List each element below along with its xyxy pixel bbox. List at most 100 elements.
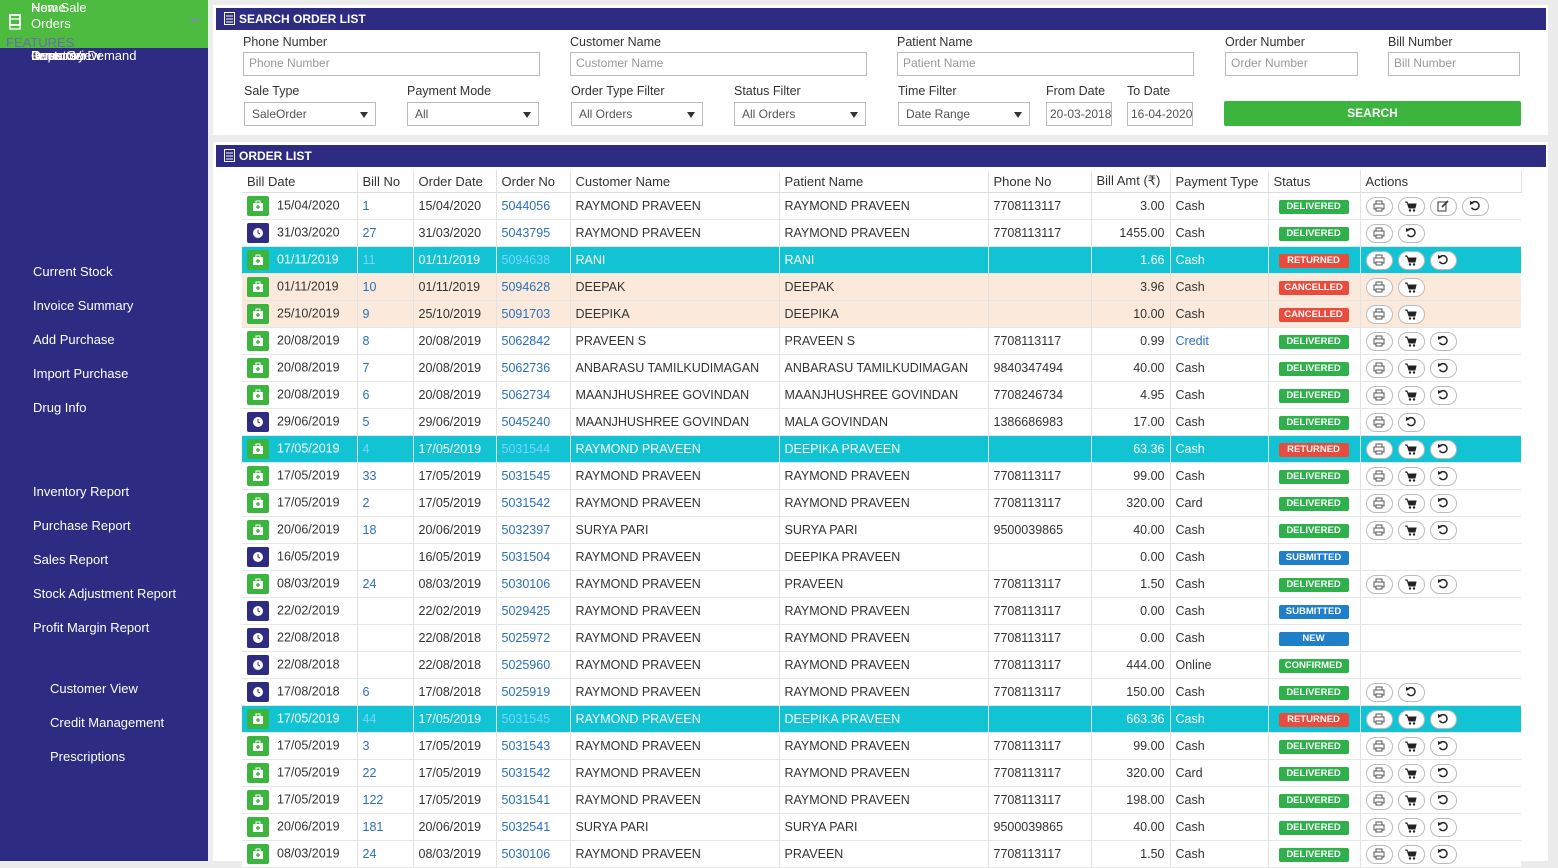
select[interactable]: Date Range [898,102,1030,126]
status-cell: RETURNED [1268,246,1361,274]
date-input[interactable]: 16-04-2020 [1127,102,1193,126]
action-button[interactable] [1365,358,1393,378]
submenu-item[interactable]: Add Purchase [33,332,115,347]
select[interactable]: All Orders [734,102,866,126]
submenu-item[interactable]: Profit Margin Report [33,620,150,635]
action-button[interactable] [1365,736,1393,756]
customer-name: RAYMOND PRAVEEN [570,732,780,760]
action-button[interactable] [1397,466,1425,486]
action-button[interactable] [1429,709,1457,729]
select[interactable]: All [407,102,539,126]
action-button[interactable] [1397,277,1425,297]
search-button[interactable]: SEARCH [1224,101,1521,126]
customer-name: RAYMOND PRAVEEN [570,786,780,814]
submenu-item[interactable]: Prescriptions [50,749,126,764]
submenu-item[interactable]: Purchase Report [33,518,131,533]
text-input[interactable]: Bill Number [1388,52,1520,76]
submenu-item[interactable]: Sales Report [33,552,109,567]
submenu-item[interactable]: Credit Management [50,715,165,730]
action-button[interactable] [1397,358,1425,378]
action-button[interactable] [1397,331,1425,351]
action-button[interactable] [1365,277,1393,297]
action-button[interactable] [1365,250,1393,270]
order-type-icon [247,655,269,675]
action-button[interactable] [1365,223,1393,243]
action-button[interactable] [1429,493,1457,513]
action-button[interactable] [1365,196,1393,216]
action-button[interactable] [1365,682,1393,702]
action-button[interactable] [1397,385,1425,405]
bill-amount: 444.00 [1091,651,1171,679]
action-button[interactable] [1397,493,1425,513]
text-input[interactable]: Order Number [1225,52,1358,76]
action-button[interactable] [1365,493,1393,513]
action-button[interactable] [1429,358,1457,378]
status-cell: CONFIRMED [1268,651,1361,679]
action-button[interactable] [1429,817,1457,837]
order-row: 17/05/2019 122 17/05/2019 5031541 RAYMOND PR… [242,786,1521,814]
action-button[interactable] [1429,250,1457,270]
action-button[interactable] [1397,574,1425,594]
text-input[interactable]: Phone Number [243,52,540,76]
action-button[interactable] [1365,520,1393,540]
action-button[interactable] [1397,250,1425,270]
payment-type: Cash [1170,354,1269,382]
action-button[interactable] [1429,574,1457,594]
order-date: 17/05/2019 [413,705,497,733]
action-button[interactable] [1365,331,1393,351]
text-input[interactable]: Patient Name [897,52,1194,76]
payment-type: Cash [1170,516,1269,544]
order-date: 17/05/2019 [413,786,497,814]
action-button[interactable] [1397,196,1425,216]
menu-item[interactable]: Orders [0,0,208,48]
phone-no: 7708113117 [988,840,1092,868]
action-button[interactable] [1365,304,1393,324]
patient-name: RANI [779,246,989,274]
action-button[interactable] [1429,763,1457,783]
order-no: 5094628 [496,273,571,301]
action-button[interactable] [1365,763,1393,783]
action-button[interactable] [1429,466,1457,486]
action-button[interactable] [1397,682,1425,702]
submenu-item[interactable]: Inventory Report [33,484,130,499]
action-button[interactable] [1397,223,1425,243]
action-button[interactable] [1397,763,1425,783]
submenu-item[interactable]: Stock Adjustment Report [33,586,177,601]
select[interactable]: All Orders [571,102,703,126]
action-button[interactable] [1397,817,1425,837]
bill-date-cell: 17/05/2019 [242,705,358,733]
action-button[interactable] [1429,736,1457,756]
action-button[interactable] [1397,709,1425,729]
action-button[interactable] [1429,331,1457,351]
action-button[interactable] [1365,817,1393,837]
submenu-item[interactable]: Drug Info [33,400,87,415]
action-button[interactable] [1365,439,1393,459]
submenu-item[interactable]: Invoice Summary [33,298,134,313]
action-button[interactable] [1397,439,1425,459]
submenu-item[interactable]: Import Purchase [33,366,129,381]
date-input[interactable]: 20-03-2018 [1046,102,1112,126]
status-badge: RETURNED [1278,713,1349,727]
action-button[interactable] [1429,439,1457,459]
action-button[interactable] [1461,196,1489,216]
action-button[interactable] [1429,790,1457,810]
submenu-item[interactable]: Customer View [50,681,138,696]
action-button[interactable] [1365,385,1393,405]
action-button[interactable] [1397,412,1425,432]
action-button[interactable] [1365,412,1393,432]
action-button[interactable] [1365,574,1393,594]
action-button[interactable] [1429,385,1457,405]
customer-name: RAYMOND PRAVEEN [570,543,780,571]
action-button[interactable] [1397,790,1425,810]
action-button[interactable] [1397,736,1425,756]
submenu-item[interactable]: Current Stock [33,264,113,279]
action-button[interactable] [1365,790,1393,810]
action-button[interactable] [1365,709,1393,729]
action-button[interactable] [1397,520,1425,540]
action-button[interactable] [1397,304,1425,324]
select[interactable]: SaleOrder [244,102,376,126]
action-button[interactable] [1365,466,1393,486]
action-button[interactable] [1429,520,1457,540]
text-input[interactable]: Customer Name [570,52,867,76]
action-button[interactable] [1429,196,1457,216]
